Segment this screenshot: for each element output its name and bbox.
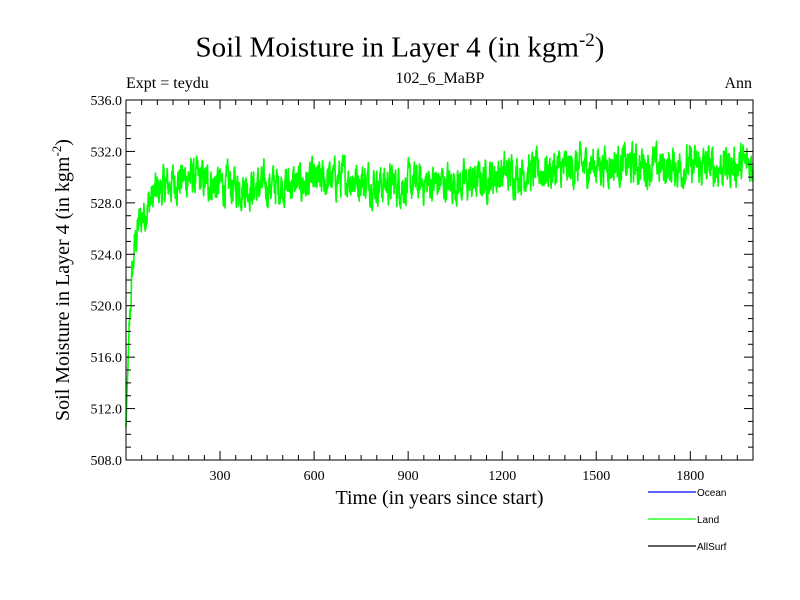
x-tick-label: 1500 xyxy=(582,469,610,484)
legend: Ocean Land AllSurf xyxy=(648,488,727,553)
y-tick-label: 508.0 xyxy=(91,454,123,469)
y-tick-label: 520.0 xyxy=(91,300,123,315)
series-layer xyxy=(125,140,754,427)
y-tick-label: 528.0 xyxy=(91,197,123,212)
y-tick-label: 524.0 xyxy=(91,248,123,263)
y-tick-label: 536.0 xyxy=(91,94,123,109)
x-tick-label: 300 xyxy=(210,469,231,484)
x-tick-label: 1800 xyxy=(676,469,704,484)
legend-label-land: Land xyxy=(697,515,719,526)
x-axis-label: Time (in years since start) xyxy=(335,487,544,509)
x-tick-label: 900 xyxy=(398,469,419,484)
x-tick-label: 1200 xyxy=(488,469,516,484)
y-tick-label: 532.0 xyxy=(91,145,123,160)
y-tick-label: 512.0 xyxy=(91,403,123,418)
legend-label-ocean: Ocean xyxy=(697,488,726,499)
chart-subtitle: 102_6_MaBP xyxy=(395,70,485,87)
y-tick-label: 516.0 xyxy=(91,351,123,366)
chart-title: Soil Moisture in Layer 4 (in kgm-2) xyxy=(195,30,605,64)
experiment-label: Expt = teydu xyxy=(126,75,209,92)
season-label: Ann xyxy=(724,75,752,92)
plot-frame xyxy=(125,99,754,461)
x-tick-label: 600 xyxy=(304,469,325,484)
axis-layer: 508.0 512.0 516.0 520.0 524.0 528.0 532.0 536.0… xyxy=(91,94,753,484)
legend-label-allsurf: AllSurf xyxy=(697,542,727,553)
series-line-land xyxy=(125,140,754,427)
